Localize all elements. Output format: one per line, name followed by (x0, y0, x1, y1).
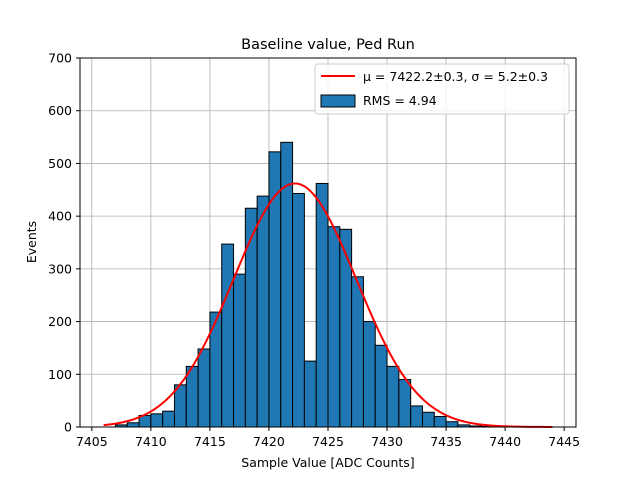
histogram-bar (256, 195, 270, 428)
x-tick-label: 7435 (430, 434, 462, 449)
x-tick-label: 7405 (76, 434, 108, 449)
x-axis-ticks: 7405 7410 7415 7420 7425 7430 7435 7440 7445 (76, 427, 580, 449)
histogram-bar (126, 422, 140, 428)
legend-hist-label: RMS = 4.94 (363, 93, 437, 108)
y-tick-label: 200 (48, 314, 72, 329)
legend-hist-swatch (320, 94, 356, 108)
histogram-bar (351, 276, 364, 428)
histogram-bar (197, 348, 211, 428)
y-tick-label: 400 (48, 209, 72, 224)
y-axis-label: Events (24, 221, 39, 263)
y-tick-label: 600 (48, 103, 72, 118)
histogram-bar (386, 365, 400, 428)
x-tick-label: 7445 (548, 434, 580, 449)
histogram-bar (398, 379, 412, 428)
x-tick-label: 7415 (194, 434, 226, 449)
x-tick-label: 7420 (253, 434, 285, 449)
y-tick-label: 500 (48, 156, 72, 171)
histogram-bar (162, 410, 175, 428)
histogram-bar (233, 273, 246, 428)
x-tick-label: 7440 (489, 434, 521, 449)
y-axis-ticks: 0 100 200 300 400 500 600 700 (48, 51, 80, 435)
y-tick-label: 0 (64, 420, 72, 435)
histogram-bar (221, 243, 235, 428)
x-tick-label: 7410 (135, 434, 167, 449)
legend: μ = 7422.2±0.3, σ = 5.2±0.3 RMS = 4.94 (314, 63, 570, 115)
histogram-bars (114, 141, 506, 428)
chart-title: Baseline value, Ped Run (241, 37, 415, 53)
histogram-bar (374, 344, 388, 428)
histogram-bar (315, 182, 329, 428)
legend-box (314, 63, 570, 115)
histogram-bar (150, 413, 164, 428)
histogram-bar (185, 365, 199, 428)
y-tick-label: 300 (48, 261, 72, 276)
y-tick-label: 700 (48, 51, 72, 66)
histogram-bar (268, 151, 282, 428)
gaussian-fit-curve (103, 182, 553, 428)
histogram-bar (303, 360, 317, 428)
histogram-bar (445, 421, 459, 428)
histogram-bar (173, 384, 187, 428)
y-tick-label: 100 (48, 367, 72, 382)
histogram-bar (327, 226, 341, 428)
histogram-bar (339, 228, 353, 428)
histogram-bar (410, 405, 423, 428)
histogram-bar (421, 411, 435, 428)
x-tick-label: 7425 (312, 434, 344, 449)
histogram-bar (244, 207, 258, 428)
histogram-bar (362, 321, 376, 428)
legend-fit-label: μ = 7422.2±0.3, σ = 5.2±0.3 (363, 69, 548, 84)
histogram-bar (292, 192, 305, 428)
legend-fit-label-sigma: σ = 5.2±0.3 (471, 69, 548, 84)
histogram-bar (433, 415, 447, 428)
x-axis-label: Sample Value [ADC Counts] (241, 455, 414, 470)
x-tick-label: 7430 (371, 434, 403, 449)
legend-fit-label-mu: μ = 7422.2±0.3, (363, 69, 471, 84)
